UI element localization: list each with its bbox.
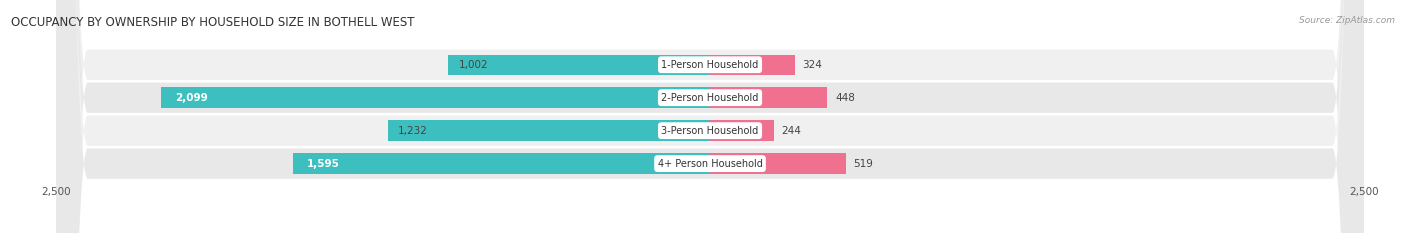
Text: 3-Person Household: 3-Person Household xyxy=(661,126,759,136)
Bar xyxy=(162,87,710,108)
FancyBboxPatch shape xyxy=(56,0,1364,233)
Text: 1,595: 1,595 xyxy=(308,159,340,169)
Bar xyxy=(710,55,794,75)
Bar xyxy=(388,120,710,141)
Text: 1,232: 1,232 xyxy=(398,126,429,136)
FancyBboxPatch shape xyxy=(56,0,1364,233)
Bar xyxy=(292,153,710,174)
Text: 324: 324 xyxy=(803,60,823,70)
Bar xyxy=(710,153,846,174)
Text: Source: ZipAtlas.com: Source: ZipAtlas.com xyxy=(1299,16,1395,25)
Text: 244: 244 xyxy=(782,126,801,136)
Text: 2,099: 2,099 xyxy=(176,93,208,103)
Bar xyxy=(710,120,773,141)
Text: 1-Person Household: 1-Person Household xyxy=(661,60,759,70)
FancyBboxPatch shape xyxy=(56,0,1364,233)
Bar xyxy=(710,87,827,108)
Text: 4+ Person Household: 4+ Person Household xyxy=(658,159,762,169)
Text: 519: 519 xyxy=(853,159,873,169)
FancyBboxPatch shape xyxy=(56,0,1364,233)
Text: 1,002: 1,002 xyxy=(458,60,488,70)
Text: 2-Person Household: 2-Person Household xyxy=(661,93,759,103)
Bar xyxy=(449,55,710,75)
Text: 448: 448 xyxy=(835,93,855,103)
Text: OCCUPANCY BY OWNERSHIP BY HOUSEHOLD SIZE IN BOTHELL WEST: OCCUPANCY BY OWNERSHIP BY HOUSEHOLD SIZE… xyxy=(11,16,415,29)
